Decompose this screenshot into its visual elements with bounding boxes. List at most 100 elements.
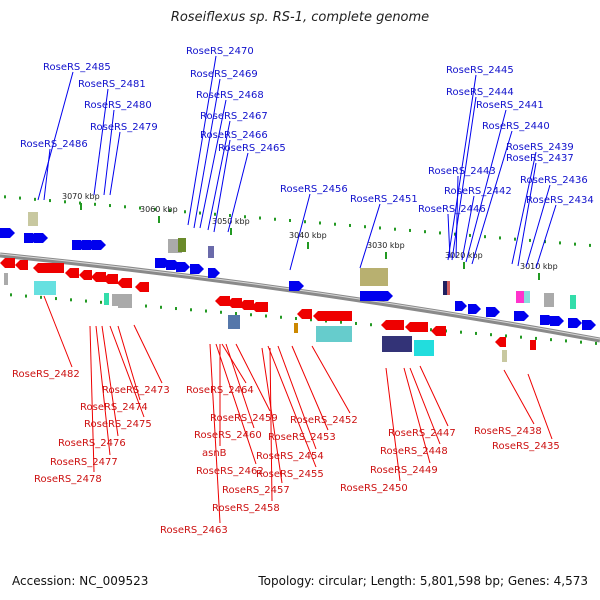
reverse-gene: [381, 320, 404, 330]
reverse-feature: [118, 294, 132, 308]
reverse-feature: [294, 323, 298, 333]
reverse-label-line: [267, 345, 317, 468]
reverse-gene: [79, 270, 92, 280]
reverse-gene-label: RoseRS_2449: [370, 465, 438, 476]
forward-feature: [570, 295, 576, 309]
reverse-label-line: [311, 345, 351, 414]
reverse-feature: [502, 350, 507, 362]
tick-dot: [379, 226, 381, 230]
reverse-label-line: [277, 345, 317, 450]
reverse-gene-label: RoseRS_2454: [256, 451, 324, 462]
tick-dot: [274, 217, 276, 221]
reverse-gene-label: RoseRS_2450: [340, 483, 408, 494]
reverse-gene: [15, 260, 28, 270]
tick-dot: [565, 339, 567, 343]
tick-dot: [505, 334, 507, 338]
forward-feature: [544, 293, 554, 307]
tick-dot: [160, 305, 162, 309]
reverse-gene: [117, 278, 132, 288]
forward-gene: [0, 228, 15, 238]
tick-dot: [250, 313, 252, 317]
forward-label-line: [213, 139, 231, 233]
reverse-gene-label: RoseRS_2455: [256, 469, 324, 480]
reverse-feature: [104, 293, 109, 305]
tick-dot: [355, 321, 357, 325]
forward-label-line: [187, 55, 217, 226]
genome-backbone: [0, 252, 600, 343]
forward-label-line: [447, 213, 451, 259]
reverse-gene: [91, 272, 106, 282]
tick-dot: [10, 293, 12, 297]
reverse-gene-label: RoseRS_2474: [80, 402, 148, 413]
reverse-feature: [34, 281, 56, 295]
reverse-gene-label: RoseRS_2457: [222, 485, 290, 496]
forward-label-line: [455, 175, 459, 259]
reverse-strand-genes: [0, 258, 536, 362]
forward-feature: [447, 281, 450, 295]
forward-gene: [468, 304, 481, 314]
forward-label-line: [465, 109, 507, 263]
kbp-label: 3030 kbp: [367, 241, 405, 250]
forward-gene: [360, 291, 393, 301]
map-title: Roseiflexus sp. RS-1, complete genome: [170, 10, 430, 25]
forward-gene-label: RoseRS_2486: [20, 139, 88, 150]
reverse-label-line: [209, 343, 221, 524]
forward-label-line: [199, 99, 227, 229]
reverse-gene-label: RoseRS_2473: [102, 385, 170, 396]
forward-feature: [178, 238, 186, 252]
tick-dot: [370, 323, 372, 327]
reverse-gene-label: RoseRS_2452: [290, 415, 358, 426]
tick-dot: [574, 242, 576, 246]
tick-dot: [334, 222, 336, 226]
forward-gene-label: RoseRS_2470: [186, 46, 254, 57]
kbp-tick: [538, 273, 540, 280]
kbp-tick: [230, 228, 232, 235]
reverse-gene: [33, 263, 64, 273]
tick-dot: [199, 211, 201, 215]
tick-dot: [154, 207, 156, 211]
reverse-gene-label: RoseRS_2478: [34, 474, 102, 485]
reverse-label-line: [215, 343, 257, 465]
forward-label-line: [37, 71, 74, 201]
reverse-gene-label: RoseRS_2462: [196, 466, 264, 477]
tick-dot: [64, 200, 66, 204]
forward-gene-label: RoseRS_2440: [482, 121, 550, 132]
tick-dot: [349, 223, 351, 227]
tick-dot: [580, 340, 582, 344]
reverse-label-line: [95, 325, 111, 456]
tick-dot: [544, 240, 546, 244]
reverse-label-line: [527, 373, 553, 440]
reverse-label-line: [225, 343, 255, 429]
tick-dot: [439, 231, 441, 235]
reverse-label-line: [409, 367, 441, 445]
tick-dot: [460, 330, 462, 334]
forward-feature: [443, 281, 448, 295]
tick-dot: [70, 298, 72, 302]
forward-gene: [176, 262, 190, 272]
forward-gene-label: RoseRS_2481: [78, 79, 146, 90]
forward-gene-label: RoseRS_2479: [90, 122, 158, 133]
tick-dot: [55, 297, 57, 301]
forward-gene: [514, 311, 529, 321]
reverse-label-line: [291, 345, 329, 431]
tick-dot: [289, 218, 291, 222]
tick-dot: [229, 214, 231, 218]
tick-dot: [595, 341, 597, 345]
forward-gene: [289, 281, 304, 291]
accession-text: Accession: NC_009523: [12, 574, 149, 588]
reverse-feature: [530, 340, 536, 350]
tick-dot: [304, 220, 306, 224]
kbp-label: 3040 kbp: [289, 231, 327, 240]
reverse-gene-label: RoseRS_2460: [194, 430, 262, 441]
forward-label-line: [103, 109, 115, 196]
reverse-gene-label: RoseRS_2463: [160, 525, 228, 536]
tick-dot: [514, 237, 516, 241]
reverse-label-line: [403, 367, 431, 464]
reverse-gene: [65, 268, 79, 278]
tick-dot: [319, 221, 321, 225]
reverse-gene-label: RoseRS_2477: [50, 457, 118, 468]
forward-label-lines: [37, 55, 557, 271]
tick-dot: [484, 235, 486, 239]
reverse-feature: [414, 340, 434, 356]
tick-dot: [124, 205, 126, 209]
